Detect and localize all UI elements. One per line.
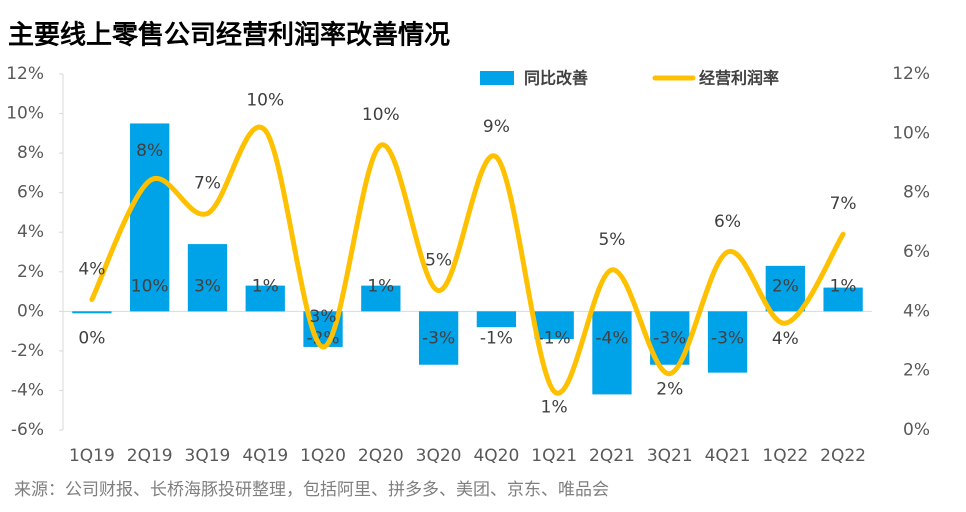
- bar-label: 1%: [252, 276, 279, 296]
- bar-label: -3%: [422, 328, 455, 348]
- line-label: 10%: [362, 105, 400, 125]
- bar-label: -4%: [595, 328, 628, 348]
- bar-label: -3%: [711, 328, 744, 348]
- x-tick-label: 2Q22: [820, 446, 866, 466]
- y2-tick-label: 10%: [892, 123, 930, 143]
- bar-label: 10%: [131, 276, 169, 296]
- y-tick-label: 10%: [6, 104, 44, 124]
- x-tick-label: 2Q20: [358, 446, 404, 466]
- x-tick-label: 1Q21: [531, 446, 577, 466]
- y-tick-label: 6%: [17, 183, 44, 203]
- line-label: 3%: [310, 307, 337, 327]
- legend-swatch: [480, 71, 514, 85]
- bar: [72, 311, 112, 314]
- bar-label: 2%: [772, 276, 799, 296]
- bar: [592, 311, 632, 395]
- bar-label: 0%: [78, 328, 105, 348]
- source-note: 来源：公司财报、长桥海豚投研整理，包括阿里、拼多多、美团、京东、唯品会: [14, 480, 609, 500]
- line-label: 10%: [246, 90, 284, 110]
- legend-label: 经营利润率: [699, 69, 779, 88]
- y-tick-label: -4%: [11, 380, 44, 400]
- line-label: 1%: [541, 397, 568, 417]
- bar: [418, 311, 459, 365]
- line: [89, 124, 846, 396]
- bar: [187, 244, 228, 312]
- y-tick-label: 0%: [17, 301, 44, 321]
- y-tick-label: 4%: [17, 222, 44, 242]
- y2-tick-label: 12%: [892, 64, 930, 84]
- chart-title: 主要线上零售公司经营利润率改善情况: [8, 20, 450, 51]
- x-tick-label: 2Q19: [127, 446, 173, 466]
- y-tick-label: -6%: [11, 420, 44, 440]
- x-tick-label: 3Q20: [416, 446, 462, 466]
- y-tick-label: 2%: [17, 262, 44, 282]
- bar-label: 1%: [830, 276, 857, 296]
- line-label: 8%: [136, 141, 163, 161]
- x-tick-label: 2Q21: [589, 446, 635, 466]
- bar: [765, 265, 805, 312]
- bar: [707, 311, 748, 373]
- line-label: 5%: [598, 230, 625, 250]
- y2-tick-label: 6%: [903, 242, 930, 262]
- x-tick-label: 4Q20: [473, 446, 519, 466]
- y-tick-label: 8%: [17, 143, 44, 163]
- x-tick-label: 4Q21: [705, 446, 751, 466]
- x-tick-label: 1Q19: [69, 446, 115, 466]
- x-tick-label: 1Q20: [300, 446, 346, 466]
- bar: [823, 287, 863, 312]
- bar: [245, 285, 285, 312]
- bar: [130, 123, 170, 312]
- bar-label: -1%: [538, 328, 571, 348]
- line-label: 2%: [656, 380, 683, 400]
- line-label: 4%: [78, 259, 105, 279]
- y-tick-label: -2%: [11, 341, 44, 361]
- bar: [361, 285, 401, 312]
- x-tick-label: 3Q19: [185, 446, 231, 466]
- line-label: 4%: [772, 329, 799, 349]
- bar: [534, 311, 574, 340]
- y2-tick-label: 4%: [903, 301, 930, 321]
- x-tick-label: 4Q19: [242, 446, 288, 466]
- bar-label: -1%: [480, 328, 513, 348]
- bar-label: 1%: [367, 276, 394, 296]
- x-tick-label: 3Q21: [647, 446, 693, 466]
- y2-tick-label: 8%: [903, 183, 930, 203]
- line-label: 5%: [425, 251, 452, 271]
- line-label: 7%: [830, 194, 857, 214]
- y2-tick-label: 2%: [903, 361, 930, 381]
- y-tick-label: 12%: [6, 64, 44, 84]
- legend-label: 同比改善: [524, 69, 588, 88]
- bar-label: 3%: [194, 276, 221, 296]
- line-label: 9%: [483, 117, 510, 137]
- bar: [476, 311, 517, 328]
- bar-label: -3%: [653, 328, 686, 348]
- line-label: 7%: [194, 173, 221, 193]
- line-label: 6%: [714, 212, 741, 232]
- y2-tick-label: 0%: [903, 420, 930, 440]
- x-tick-label: 1Q22: [762, 446, 808, 466]
